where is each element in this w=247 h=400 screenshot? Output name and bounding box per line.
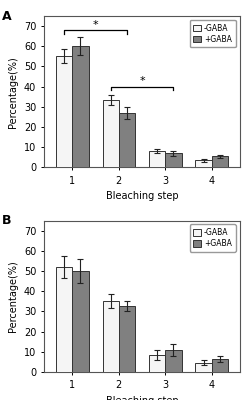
X-axis label: Bleaching step: Bleaching step (106, 191, 178, 201)
Bar (56, 267, 72, 372)
X-axis label: Bleaching step: Bleaching step (106, 396, 178, 400)
Bar (119, 306, 135, 372)
Text: *: * (139, 76, 145, 86)
Bar (72, 271, 89, 372)
Bar (72, 46, 89, 168)
Bar (195, 363, 212, 372)
Y-axis label: Percentage(%): Percentage(%) (8, 260, 18, 332)
Bar (212, 359, 228, 372)
Y-axis label: Percentage(%): Percentage(%) (8, 56, 18, 128)
Bar (56, 56, 72, 168)
Bar (103, 301, 119, 372)
Bar (149, 355, 165, 372)
Legend: -GABA, +GABA: -GABA, +GABA (189, 224, 236, 252)
Bar (165, 153, 182, 168)
Bar (103, 100, 119, 168)
Text: *: * (93, 20, 98, 30)
Bar (212, 156, 228, 168)
Text: A: A (1, 10, 11, 23)
Legend: -GABA, +GABA: -GABA, +GABA (189, 20, 236, 47)
Bar (149, 151, 165, 168)
Bar (165, 350, 182, 372)
Bar (195, 160, 212, 168)
Text: B: B (1, 214, 11, 228)
Bar (119, 113, 135, 168)
